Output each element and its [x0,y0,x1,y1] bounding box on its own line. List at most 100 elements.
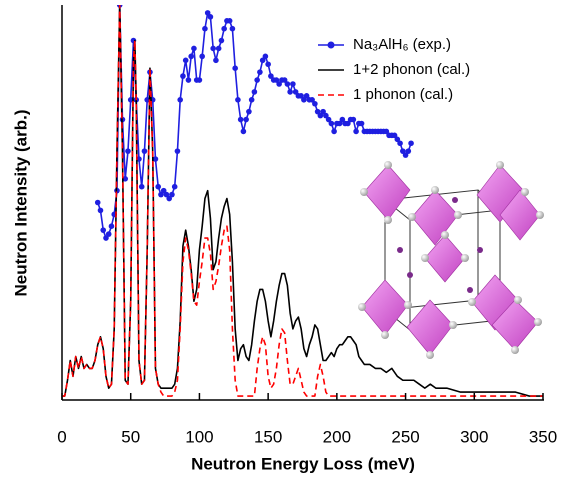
data-point [100,227,107,233]
data-point [265,61,271,68]
data-point [248,97,255,103]
x-tick-label: 150 [254,427,282,446]
data-point [171,183,178,190]
data-point [336,120,343,127]
data-point [281,77,288,83]
x-tick-label: 200 [323,427,351,446]
data-point [394,136,401,143]
crystal-structure [358,161,544,359]
data-point [169,191,175,198]
data-point [290,81,296,87]
data-point [237,116,244,123]
data-point [177,97,183,103]
data-point [292,89,299,95]
data-point [174,148,181,154]
data-point [232,65,238,71]
data-point [155,183,161,190]
data-point [191,45,197,52]
data-point [405,148,412,154]
x-axis-title: Neutron Energy Loss (meV) [191,454,415,473]
data-point [358,120,365,127]
data-point [152,156,159,162]
data-point [312,100,318,107]
data-point [284,81,291,87]
x-tick-label: 350 [529,427,557,446]
data-point [350,116,357,123]
legend-label: 1+2 phonon (cal.) [353,61,470,78]
data-point [188,53,194,60]
data-point [229,25,236,32]
data-point [108,223,115,229]
data-point [125,148,131,154]
data-point [202,25,208,32]
plot-area [62,5,543,397]
data-point [339,116,346,123]
data-point [97,207,104,214]
data-point [301,97,307,103]
data-point [235,97,241,103]
data-point [127,97,134,103]
data-point [287,89,293,95]
data-point [257,69,263,75]
data-point [103,235,109,241]
data-point [328,120,335,127]
data-point [400,148,406,154]
data-point [246,108,252,115]
data-point [391,132,398,139]
series-line [62,5,543,397]
data-point [298,93,304,99]
data-point [105,231,112,237]
data-point [276,81,282,87]
data-point [160,187,167,194]
data-point [254,77,260,83]
x-tick-label: 0 [57,427,66,446]
data-point [204,10,211,16]
legend-marker [327,41,335,49]
data-point [221,25,227,32]
x-tick-label: 250 [391,427,419,446]
data-point [353,128,359,135]
legend-label: Na₃AlH₆ (exp.) [353,36,451,53]
data-point [207,14,214,20]
data-point [141,148,148,154]
data-point [213,57,219,64]
x-tick-label: 100 [185,427,213,446]
data-point [182,57,189,64]
data-point [397,140,403,147]
x-tick-label: 300 [460,427,488,446]
data-point [138,183,145,190]
series-line [62,5,543,397]
data-point [408,140,414,147]
data-point [402,152,409,158]
data-point [210,45,216,52]
data-point [243,116,249,123]
data-point [259,57,266,64]
data-point [158,191,164,198]
data-point [166,195,172,202]
data-point [163,191,170,198]
data-point [268,73,274,79]
data-point [185,77,192,83]
data-point [196,77,203,83]
data-point [309,97,315,103]
data-point [199,53,205,60]
data-point [122,176,129,182]
data-point [325,116,332,123]
legend-label: 1 phonon (cal.) [353,86,453,103]
data-point [303,93,310,99]
y-axis-title: Neutron Intensity (arb.) [11,109,30,296]
x-tick-label: 50 [121,427,140,446]
data-point [317,112,324,119]
data-point [218,37,225,44]
legend: Na₃AlH₆ (exp.) 1+2 phonon (cal.) 1 phonon … [318,36,470,103]
data-point [262,53,269,60]
data-point [226,18,233,24]
data-point [180,73,186,79]
data-point [273,77,280,83]
data-point [320,108,326,115]
data-point [331,128,337,135]
data-point [323,112,329,119]
data-point [240,128,247,135]
